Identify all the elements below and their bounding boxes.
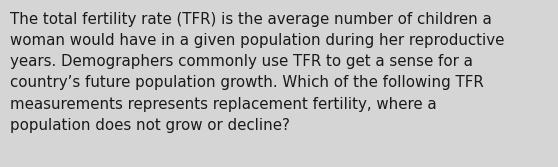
Text: The total fertility rate (TFR) is the average number of children a
woman would h: The total fertility rate (TFR) is the av… bbox=[10, 12, 504, 133]
